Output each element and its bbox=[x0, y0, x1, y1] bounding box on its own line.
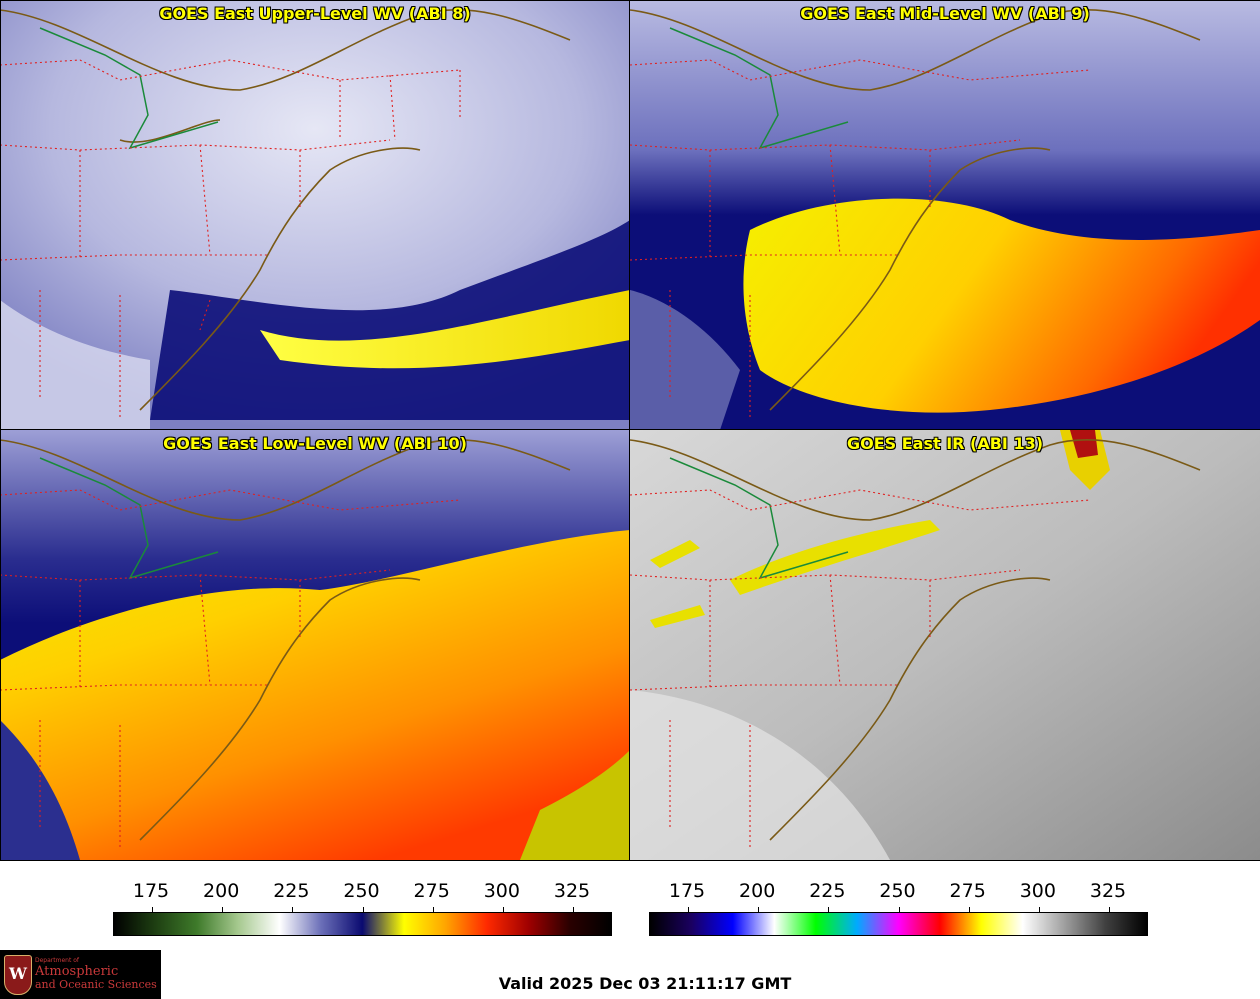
mid-level-wv-image bbox=[630, 0, 1260, 430]
panel-title: GOES East Mid-Level WV (ABI 9) bbox=[800, 4, 1090, 23]
colorbar-tick-mark bbox=[362, 907, 364, 913]
panel-title: GOES East Upper-Level WV (ABI 8) bbox=[159, 4, 471, 23]
colorbar-tick-label: 275 bbox=[949, 880, 986, 902]
colorbar-tick-mark bbox=[688, 907, 689, 913]
infrared-colorbar bbox=[649, 907, 1148, 936]
logo-name-line2: and Oceanic Sciences bbox=[35, 978, 157, 991]
colorbar-tick-label: 200 bbox=[203, 880, 240, 902]
aos-logo: W Department of Atmospheric and Oceanic … bbox=[0, 950, 161, 999]
colorbar-tick-label: 200 bbox=[739, 880, 776, 902]
colorbar-tick-label: 325 bbox=[1089, 880, 1127, 902]
colorbar-tick-mark bbox=[502, 907, 504, 913]
low-level-wv-image bbox=[0, 430, 630, 860]
colorbar-tick-mark bbox=[573, 907, 574, 913]
colorbar-tick-label: 175 bbox=[668, 880, 706, 902]
panel-title: GOES East Low-Level WV (ABI 10) bbox=[163, 434, 467, 453]
colorbar-tick-mark bbox=[1109, 907, 1110, 913]
colorbar-tick-mark bbox=[828, 907, 830, 913]
colorbar-tick-label: 225 bbox=[273, 880, 310, 902]
colorbar-tick-label: 175 bbox=[132, 880, 170, 902]
colorbar-tick-mark bbox=[222, 907, 224, 913]
colorbar-tick-mark bbox=[758, 907, 760, 913]
valid-time: Valid 2025 Dec 03 21:11:17 GMT bbox=[498, 974, 792, 993]
panel-divider-vertical bbox=[629, 0, 630, 860]
logo-dept-text: Department of bbox=[35, 957, 79, 964]
colorbar-tick-mark bbox=[292, 907, 294, 913]
colorbar-tick-mark bbox=[1038, 907, 1040, 913]
colorbar-tick-mark bbox=[432, 907, 434, 913]
panel-title: GOES East IR (ABI 13) bbox=[846, 434, 1044, 453]
water-vapor-colorbar bbox=[113, 907, 612, 936]
colorbar-tick-label: 250 bbox=[879, 880, 916, 902]
ir-image bbox=[630, 430, 1260, 860]
colorbar-tick-label: 225 bbox=[809, 880, 846, 902]
uw-crest-icon: W bbox=[4, 955, 32, 995]
mid-level-wv-panel: GOES East Mid-Level WV (ABI 9) bbox=[630, 0, 1260, 430]
upper-level-wv-panel: GOES East Upper-Level WV (ABI 8) bbox=[0, 0, 630, 430]
panel-divider-horizontal bbox=[0, 429, 1260, 430]
upper-level-wv-image bbox=[0, 0, 630, 430]
colorbar-tick-mark bbox=[968, 907, 970, 913]
colorbar-tick-label: 300 bbox=[483, 880, 520, 902]
colorbar-tick-mark bbox=[898, 907, 900, 913]
colorbar-tick-mark bbox=[152, 907, 153, 913]
colorbar-tick-label: 325 bbox=[553, 880, 591, 902]
colorbar-tick-label: 250 bbox=[343, 880, 380, 902]
ir-panel: GOES East IR (ABI 13) bbox=[630, 430, 1260, 860]
colorbar-tick-label: 300 bbox=[1019, 880, 1056, 902]
colorbar-tick-label: 275 bbox=[413, 880, 450, 902]
low-level-wv-panel: GOES East Low-Level WV (ABI 10) bbox=[0, 430, 630, 860]
logo-name-line1: Atmospheric bbox=[35, 964, 119, 979]
